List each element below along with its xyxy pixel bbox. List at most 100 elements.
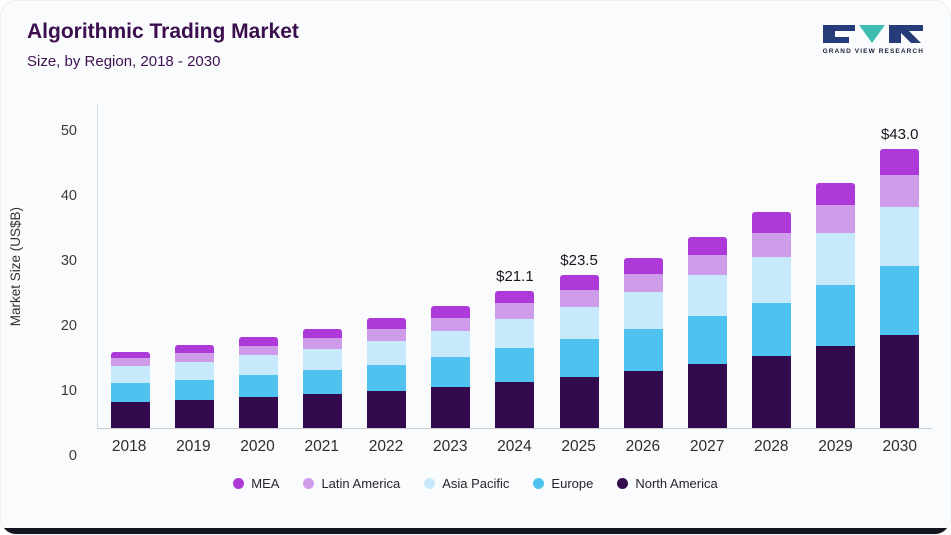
legend-swatch — [424, 478, 436, 490]
y-tick-label: 50 — [60, 123, 77, 140]
chart-header: Algorithmic Trading Market Size, by Regi… — [1, 1, 950, 70]
bar-segment-europe — [751, 302, 791, 357]
stacked-bar — [559, 275, 599, 429]
bar-segment-north-america — [880, 335, 920, 429]
bar-segment-north-america — [431, 387, 471, 429]
x-axis: 2018 2019 2020 2021 2022 2023 2024 2025 2026 2027… — [97, 438, 932, 456]
bar-segment-europe — [302, 370, 342, 395]
bar-group-2029 — [804, 182, 868, 429]
bar-group-2027 — [675, 237, 739, 429]
bar-total-label: $23.5 — [560, 252, 598, 270]
bar-segment-asia-pacific — [367, 341, 407, 365]
bar-segment-mea — [687, 237, 727, 255]
stacked-bar — [431, 306, 471, 429]
bar-segment-asia-pacific — [559, 306, 599, 340]
legend-item-mea: MEA — [233, 476, 279, 491]
legend-item-asia-pacific: Asia Pacific — [424, 476, 509, 491]
stacked-bar — [302, 328, 342, 429]
x-tick-label: 2021 — [304, 438, 339, 456]
bar-segment-asia-pacific — [623, 292, 663, 329]
bar-segment-latin-america — [687, 254, 727, 276]
bar-segment-latin-america — [302, 337, 342, 349]
legend-item-europe: Europe — [533, 476, 593, 491]
legend-swatch — [617, 478, 629, 490]
bar-segment-latin-america — [816, 205, 856, 233]
bar-segment-asia-pacific — [495, 319, 535, 349]
bar-segment-mea — [302, 328, 342, 338]
bar-segment-north-america — [174, 400, 214, 429]
bar-segment-europe — [174, 380, 214, 401]
bar-segment-latin-america — [110, 358, 150, 367]
bar-total-label: $43.0 — [880, 125, 919, 143]
stacked-bar — [880, 148, 920, 429]
bar-segment-asia-pacific — [238, 355, 278, 375]
stacked-bar — [816, 182, 856, 429]
y-axis-label-wrap: Market Size (US$B) — [5, 104, 25, 429]
stacked-bar — [495, 291, 535, 429]
bar-group-2024: $21.1 — [483, 268, 547, 429]
bar-segment-mea — [495, 291, 535, 304]
y-axis: 0 10 20 30 40 50 — [45, 104, 85, 464]
bar-segment-north-america — [302, 394, 342, 429]
bar-group-2018 — [98, 351, 162, 429]
y-tick-label: 40 — [60, 188, 77, 205]
bar-segment-north-america — [751, 356, 791, 429]
stacked-bar — [623, 257, 663, 429]
legend-label: Asia Pacific — [442, 476, 510, 492]
bar-segment-europe — [687, 316, 727, 364]
bar-segment-north-america — [687, 363, 727, 429]
bar-segment-mea — [751, 212, 791, 233]
bar-segment-mea — [174, 345, 214, 353]
bar-segment-latin-america — [431, 317, 471, 332]
x-tick-label: 2025 — [561, 438, 596, 456]
bar-group-2022 — [355, 318, 419, 429]
bar-segment-latin-america — [495, 303, 535, 319]
bar-segment-asia-pacific — [110, 366, 150, 384]
stacked-bar — [687, 237, 727, 429]
bar-group-2019 — [162, 345, 226, 429]
bar-group-2030: $43.0 — [868, 125, 932, 429]
bar-segment-north-america — [238, 397, 278, 429]
legend-label: Europe — [551, 476, 594, 492]
x-tick-label: 2020 — [240, 438, 275, 456]
bar-segment-mea — [623, 257, 663, 274]
stacked-bar — [367, 318, 407, 429]
bar-group-2028 — [739, 212, 803, 429]
x-tick-label: 2024 — [497, 438, 532, 456]
bar-segment-mea — [559, 275, 599, 290]
bar-segment-asia-pacific — [302, 348, 342, 371]
bar-segment-europe — [431, 357, 471, 388]
bar-segment-europe — [367, 364, 407, 392]
title-block: Algorithmic Trading Market Size, by Regi… — [27, 19, 299, 70]
chart-title: Algorithmic Trading Market — [27, 20, 299, 43]
bar-segment-latin-america — [174, 352, 214, 362]
x-tick-label: 2022 — [368, 438, 404, 456]
bar-segment-north-america — [623, 371, 663, 429]
bar-segment-latin-america — [751, 232, 791, 257]
stacked-bar — [238, 337, 278, 429]
legend-swatch — [233, 478, 245, 490]
bar-segment-europe — [816, 285, 856, 347]
bar-segment-europe — [623, 328, 663, 371]
y-tick-label: 30 — [60, 253, 77, 270]
bar-segment-mea — [367, 318, 407, 329]
y-axis-label: Market Size (US$B) — [7, 207, 23, 327]
gvr-logo-mark — [823, 25, 924, 43]
bar-segment-asia-pacific — [431, 331, 471, 358]
plot-area: $21.1 $23.5 $43.0 — [97, 104, 932, 430]
x-tick-label: 2018 — [111, 438, 147, 456]
bar-segment-latin-america — [880, 175, 920, 207]
legend-item-north-america: North America — [617, 476, 718, 491]
chart-zone: Market Size (US$B) 0 10 20 30 40 50 $21.1 $23.… — [8, 104, 932, 464]
bar-group-2026 — [611, 257, 675, 429]
legend-label: MEA — [251, 476, 280, 492]
stacked-bar — [174, 345, 214, 429]
x-tick-label: 2026 — [625, 438, 661, 456]
x-tick-label: 2029 — [818, 438, 853, 456]
bar-group-2025: $23.5 — [547, 252, 611, 429]
bar-segment-asia-pacific — [751, 256, 791, 303]
chart-subtitle: Size, by Region, 2018 - 2030 — [27, 53, 221, 71]
bar-segment-asia-pacific — [687, 275, 727, 317]
x-tick-label: 2023 — [432, 438, 468, 456]
legend-label: Latin America — [321, 476, 401, 492]
